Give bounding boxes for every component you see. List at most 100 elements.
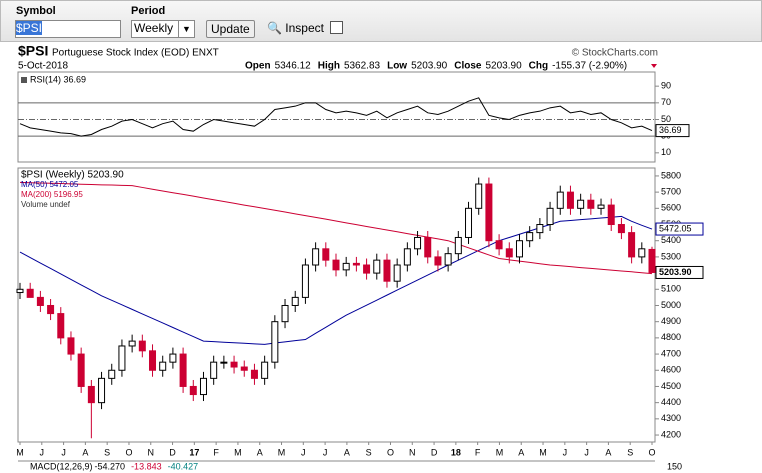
quote-value: 5362.83 (344, 61, 381, 72)
candle-body (128, 340, 136, 347)
candle-body (352, 262, 360, 266)
legend-note: Volume undef (21, 200, 71, 209)
candle-body (159, 361, 167, 371)
symbol-input[interactable]: $PSI (15, 20, 121, 38)
x-tick-label: M (496, 447, 504, 457)
candle-body (108, 369, 116, 379)
candle-body (169, 353, 177, 363)
ma-line (19, 181, 653, 275)
quote-label: Low (387, 61, 407, 72)
candle-body (566, 191, 574, 209)
candle-body (291, 296, 299, 306)
x-tick-label: S (627, 447, 633, 457)
period-label: Period (131, 5, 166, 17)
candle-body (149, 350, 157, 371)
candle-body (26, 288, 34, 298)
quote-value: 5203.90 (485, 61, 522, 72)
x-tick-label: F (475, 447, 481, 457)
candle-body (189, 385, 197, 396)
dropdown-arrow: ▼ (178, 21, 194, 37)
candle-body (515, 240, 523, 258)
y-tick-label: 50 (661, 114, 671, 124)
candle-body (638, 248, 646, 258)
candle-body (556, 191, 564, 209)
update-button[interactable]: Update (206, 20, 255, 38)
y-tick-label: 4700 (661, 348, 681, 358)
candle-body (77, 353, 85, 387)
panel-icon (21, 77, 27, 83)
panel-frame (17, 71, 656, 163)
candle-body (199, 377, 207, 396)
symbol-value: $PSI (16, 21, 43, 35)
candle-body (587, 199, 595, 209)
x-tick-label: S (366, 447, 372, 457)
candle-body (322, 248, 330, 261)
candle-body (118, 345, 126, 371)
candle-body (240, 366, 248, 371)
candle-body (526, 232, 534, 242)
candle-body (47, 304, 55, 315)
candle-body (597, 204, 605, 209)
x-tick-label: J (301, 447, 306, 457)
y-tick-label: 5400 (661, 235, 681, 245)
candle-body (628, 232, 636, 258)
quote-label: Close (454, 61, 482, 72)
index-name: Portuguese Stock Index (EOD) ENXT (52, 48, 219, 59)
y-tick-label: 4200 (661, 429, 681, 439)
x-tick-label: A (605, 447, 611, 457)
quote-label: High (318, 61, 340, 72)
y-tick-label: 5700 (661, 187, 681, 197)
candle-body (607, 204, 615, 226)
x-tick-label: D (169, 447, 176, 457)
x-tick-label: M (539, 447, 547, 457)
candle-body (87, 385, 95, 404)
candle-body (454, 236, 462, 255)
candle-body (648, 248, 656, 273)
x-tick-label: J (563, 447, 568, 457)
macd-reading: -13.843 (131, 461, 162, 471)
y-tick-label: 4500 (661, 381, 681, 391)
candle-body (210, 361, 218, 379)
last-value: 36.69 (659, 125, 682, 135)
candle-body (16, 288, 24, 294)
quote-value: 5346.12 (275, 61, 312, 72)
y-tick-label: 90 (661, 81, 671, 91)
toolbar: Symbol Period $PSI Weekly ▼ Update 🔍 Insp… (0, 0, 762, 42)
candle-body (505, 248, 513, 258)
x-tick-label: N (148, 447, 155, 457)
candle-body (536, 224, 544, 234)
x-tick-label: O (387, 447, 394, 457)
x-tick-label: A (257, 447, 263, 457)
y-tick-label: 5100 (661, 284, 681, 294)
y-tick-label: 4400 (661, 397, 681, 407)
x-tick-label: S (104, 447, 110, 457)
inspect-checkbox[interactable] (330, 21, 343, 34)
x-tick-label: A (518, 447, 524, 457)
y-tick-label: 5800 (661, 170, 681, 180)
x-tick-label: O (125, 447, 132, 457)
candle-body (138, 340, 146, 352)
candle-body (434, 256, 442, 266)
y-tick-label: 70 (661, 97, 671, 107)
inspect-label: Inspect (285, 21, 324, 35)
x-tick-label: F (213, 447, 219, 457)
candle-body (250, 369, 258, 379)
candle-body (393, 264, 401, 282)
ma-tag (655, 222, 704, 236)
inspect-toggle[interactable]: 🔍 Inspect (267, 21, 324, 35)
x-tick-label: 17 (189, 447, 199, 457)
candle-body (98, 377, 106, 404)
panel-title: MACD(12,26,9) (30, 461, 93, 471)
candle-body (179, 353, 187, 387)
candle-body (485, 183, 493, 242)
candle-body (383, 259, 391, 282)
quote-value: -155.37 (-2.90%) (552, 61, 627, 72)
period-select[interactable]: Weekly ▼ (131, 20, 195, 38)
legend-entry: $PSI (Weekly) 5203.90 (21, 170, 124, 181)
x-tick-label: 18 (451, 447, 461, 457)
candle-body (342, 262, 350, 271)
y-tick-label: 150 (667, 461, 682, 471)
macd-reading: -40.427 (168, 461, 199, 471)
candle-body (495, 240, 503, 250)
